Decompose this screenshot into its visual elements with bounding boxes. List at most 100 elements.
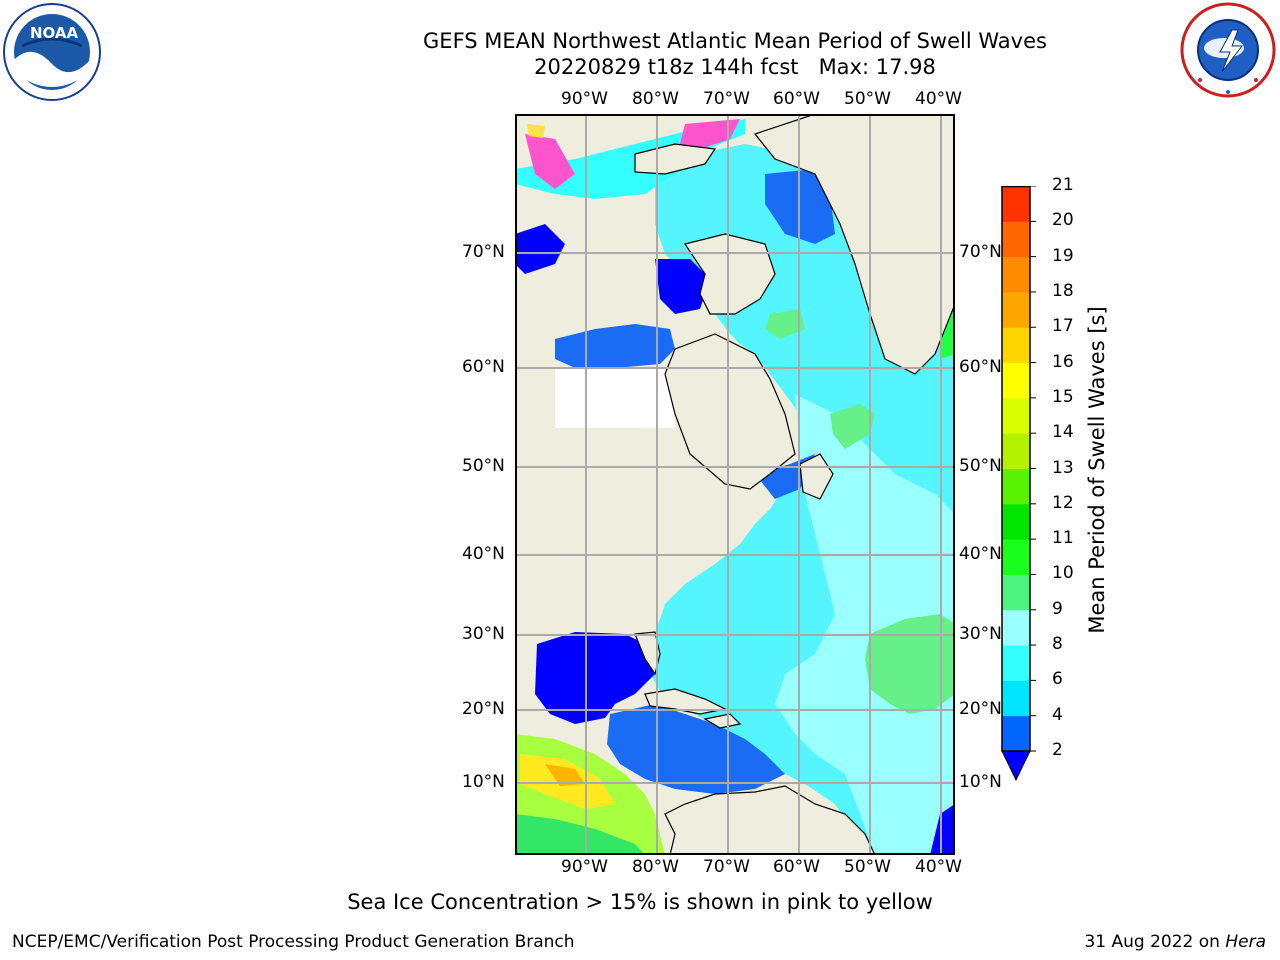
- lat-label-left-40n: 40°N: [462, 544, 505, 564]
- ocean-light-region: [775, 394, 955, 855]
- colorbar-segment: [1002, 468, 1030, 505]
- footer-date: 31 Aug 2022 on: [1084, 932, 1226, 952]
- colorbar-segment: [1002, 256, 1030, 293]
- lon-label-bottom-90w: 90°W: [561, 857, 608, 877]
- colorbar-tick-label: 16: [1052, 351, 1074, 372]
- map-panel: [515, 114, 955, 855]
- land-south-america: [664, 785, 876, 855]
- colorbar-tick-label: 8: [1052, 634, 1063, 655]
- footer-right: 31 Aug 2022 on Hera: [1084, 932, 1266, 952]
- lat-label-left-50n: 50°N: [462, 456, 505, 476]
- map-svg: [515, 114, 955, 855]
- colorbar-segment: [1002, 186, 1030, 222]
- colorbar-segment: [1002, 574, 1030, 611]
- ocean-green-patch-nw: [940, 304, 955, 359]
- lat-label-right-70n: 70°N: [959, 242, 1002, 262]
- colorbar-tick-label: 9: [1052, 598, 1063, 619]
- ocean-tropical-green: [515, 814, 645, 855]
- colorbar-ticks: 2 4 6 8 9 10 11 12 13 14 15 16 17 18 19 20 21: [1052, 0, 1092, 960]
- land-ellesmere: [634, 143, 717, 175]
- footer-host: Hera: [1225, 932, 1266, 952]
- lat-label-left-20n: 20°N: [462, 699, 505, 719]
- colorbar-segment: [1002, 221, 1030, 258]
- lat-label-right-30n: 30°N: [959, 624, 1002, 644]
- colorbar-svg: [1001, 185, 1036, 782]
- colorbar-segment: [1002, 362, 1030, 399]
- title-line-2: 20220829 t18z 144h fcst Max: 17.98: [534, 55, 936, 79]
- ocean-green-patch-north: [830, 404, 875, 449]
- masked-hudson-region: [555, 368, 675, 428]
- graticule: [515, 114, 955, 855]
- colorbar-tick-label: 15: [1052, 386, 1074, 407]
- colorbar-segment: [1002, 291, 1030, 328]
- lon-label-bottom-60w: 60°W: [773, 857, 820, 877]
- lon-label-bottom-80w: 80°W: [632, 857, 679, 877]
- lat-label-right-50n: 50°N: [959, 456, 1002, 476]
- colorbar-tick-label: 11: [1052, 528, 1074, 549]
- ocean-green-patch-east: [865, 614, 955, 714]
- title-line-1: GEFS MEAN Northwest Atlantic Mean Period…: [423, 29, 1047, 53]
- lat-label-left-60n: 60°N: [462, 357, 505, 377]
- colorbar-tick-label: 17: [1052, 316, 1074, 337]
- lat-label-right-40n: 40°N: [959, 544, 1002, 564]
- colorbar: [1000, 185, 1040, 786]
- colorbar-segment: [1002, 503, 1030, 540]
- sea-ice-pink: [525, 134, 575, 189]
- chart-title: GEFS MEAN Northwest Atlantic Mean Period…: [300, 28, 1170, 80]
- colorbar-tick-label: 10: [1052, 563, 1074, 584]
- lat-label-left-10n: 10°N: [462, 772, 505, 792]
- colorbar-segment: [1002, 539, 1030, 575]
- lon-label-bottom-50w: 50°W: [844, 857, 891, 877]
- land-cuba: [644, 688, 727, 715]
- ocean-arctic-blue: [515, 224, 565, 274]
- lat-label-left-70n: 70°N: [462, 242, 505, 262]
- colorbar-segment: [1002, 609, 1030, 646]
- lat-label-right-20n: 20°N: [959, 699, 1002, 719]
- colorbar-segment: [1002, 680, 1030, 717]
- lon-label-top-60w: 60°W: [773, 89, 820, 109]
- footer-left: NCEP/EMC/Verification Post Processing Pr…: [12, 932, 575, 952]
- land-newfoundland: [799, 453, 834, 500]
- ocean-tropical-orange: [545, 764, 585, 786]
- land-greenland: [753, 114, 955, 375]
- lon-label-top-70w: 70°W: [703, 89, 750, 109]
- noaa-logo: NOAA: [2, 2, 102, 102]
- colorbar-tick-label: 13: [1052, 457, 1074, 478]
- colorbar-tick-label: 14: [1052, 422, 1074, 443]
- colorbar-tick-label: 18: [1052, 280, 1074, 301]
- noaa-logo-text: NOAA: [30, 24, 79, 42]
- colorbar-segment: [1002, 433, 1030, 469]
- colorbar-tick-label: 20: [1052, 210, 1074, 231]
- lon-label-top-50w: 50°W: [844, 89, 891, 109]
- colorbar-tick-label: 6: [1052, 669, 1063, 690]
- colorbar-segment: [1002, 327, 1030, 364]
- colorbar-tick-label: 4: [1052, 704, 1063, 725]
- lon-label-top-80w: 80°W: [632, 89, 679, 109]
- colorbar-tick-label: 19: [1052, 245, 1074, 266]
- land-labrador: [664, 333, 796, 490]
- map-frame: [515, 114, 955, 855]
- colorbar-tick-label: 12: [1052, 492, 1074, 513]
- ocean-se-blue: [930, 804, 955, 855]
- colorbar-segment: [1002, 645, 1030, 681]
- colorbar-extend-triangle: [1001, 750, 1031, 782]
- ocean-caribbean: [607, 704, 785, 794]
- colorbar-tick-label: 21: [1052, 175, 1074, 195]
- lat-label-right-60n: 60°N: [959, 357, 1002, 377]
- land-hispaniola: [703, 713, 742, 729]
- ocean-green-patch-greenland: [765, 309, 805, 339]
- nws-logo: [1180, 2, 1276, 98]
- lat-label-left-30n: 30°N: [462, 624, 505, 644]
- sea-ice-yellow: [527, 124, 545, 138]
- ocean-gulf-of-mexico: [535, 632, 655, 724]
- colorbar-tick-label: 2: [1052, 740, 1063, 760]
- sea-ice-note: Sea Ice Concentration > 15% is shown in …: [347, 890, 933, 914]
- colorbar-segment: [1002, 715, 1030, 752]
- sea-ice-pink-2: [680, 119, 740, 149]
- lat-label-right-10n: 10°N: [959, 772, 1002, 792]
- lon-label-bottom-40w: 40°W: [915, 857, 962, 877]
- lon-label-top-40w: 40°W: [915, 89, 962, 109]
- lon-label-top-90w: 90°W: [561, 89, 608, 109]
- colorbar-label: Mean Period of Swell Waves [s]: [1085, 306, 1109, 634]
- colorbar-segment: [1002, 397, 1030, 434]
